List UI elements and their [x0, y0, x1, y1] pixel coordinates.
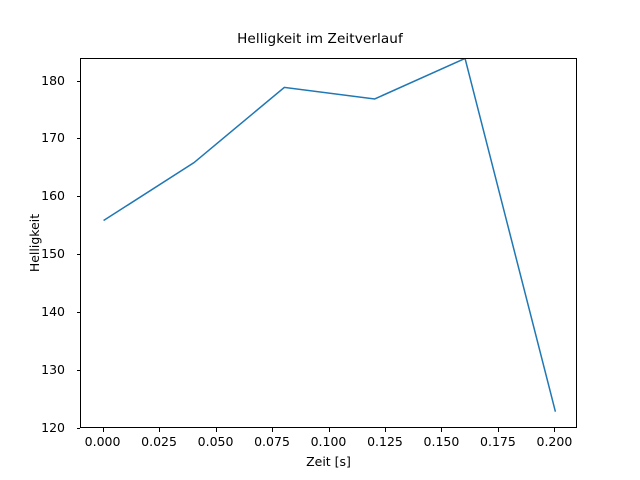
line-series-svg — [103, 59, 557, 412]
y-tick-label: 180 — [41, 72, 65, 88]
x-axis-label: Zeit [s] — [306, 454, 351, 469]
y-tick-label: 170 — [41, 130, 65, 146]
y-tick-label: 140 — [41, 304, 65, 320]
x-tick-mark — [215, 428, 217, 432]
chart-title: Helligkeit im Zeitverlauf — [237, 31, 403, 47]
y-tick-mark — [76, 138, 80, 140]
x-tick-label: 0.150 — [423, 434, 460, 449]
line-series-path — [103, 59, 557, 412]
x-tick-mark — [102, 428, 104, 432]
x-tick-mark — [497, 428, 499, 432]
x-tick-label: 0.075 — [254, 434, 290, 449]
x-tick-mark — [272, 428, 274, 432]
x-tick-mark — [328, 428, 330, 432]
x-tick-label: 0.175 — [480, 434, 516, 449]
x-tick-label: 0.100 — [310, 434, 347, 449]
x-tick-label: 0.200 — [536, 434, 573, 449]
x-tick-label: 0.025 — [141, 434, 177, 449]
x-tick-label: 0.050 — [197, 434, 234, 449]
y-tick-label: 160 — [41, 188, 65, 204]
y-tick-mark — [76, 80, 80, 82]
x-tick-label: 0.000 — [84, 434, 121, 449]
x-tick-mark — [384, 428, 386, 432]
y-tick-mark — [76, 254, 80, 256]
x-tick-label: 0.125 — [367, 434, 403, 449]
x-tick-mark — [554, 428, 556, 432]
y-axis-label: Helligkeit — [27, 213, 42, 273]
y-tick-mark — [76, 312, 80, 314]
x-tick-mark — [159, 428, 161, 432]
y-tick-label: 130 — [41, 362, 65, 378]
y-tick-label: 120 — [41, 420, 65, 435]
x-tick-mark — [441, 428, 443, 432]
y-tick-mark — [76, 428, 80, 429]
plot-area — [80, 58, 577, 428]
y-tick-mark — [76, 196, 80, 198]
y-tick-label: 150 — [41, 246, 65, 262]
y-tick-mark — [76, 370, 80, 372]
